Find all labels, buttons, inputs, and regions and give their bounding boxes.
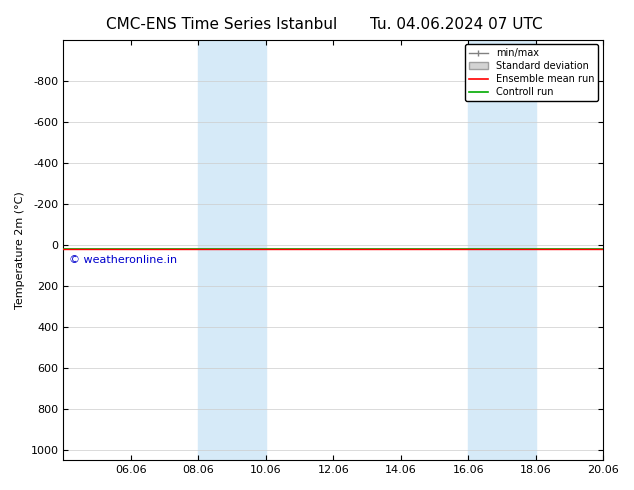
Legend: min/max, Standard deviation, Ensemble mean run, Controll run: min/max, Standard deviation, Ensemble me… bbox=[465, 45, 598, 101]
Bar bbox=[198, 40, 266, 460]
Bar bbox=[468, 40, 536, 460]
Text: CMC-ENS Time Series Istanbul: CMC-ENS Time Series Istanbul bbox=[107, 17, 337, 32]
Y-axis label: Temperature 2m (°C): Temperature 2m (°C) bbox=[15, 191, 25, 309]
Text: Tu. 04.06.2024 07 UTC: Tu. 04.06.2024 07 UTC bbox=[370, 17, 543, 32]
Text: © weatheronline.in: © weatheronline.in bbox=[69, 255, 177, 266]
